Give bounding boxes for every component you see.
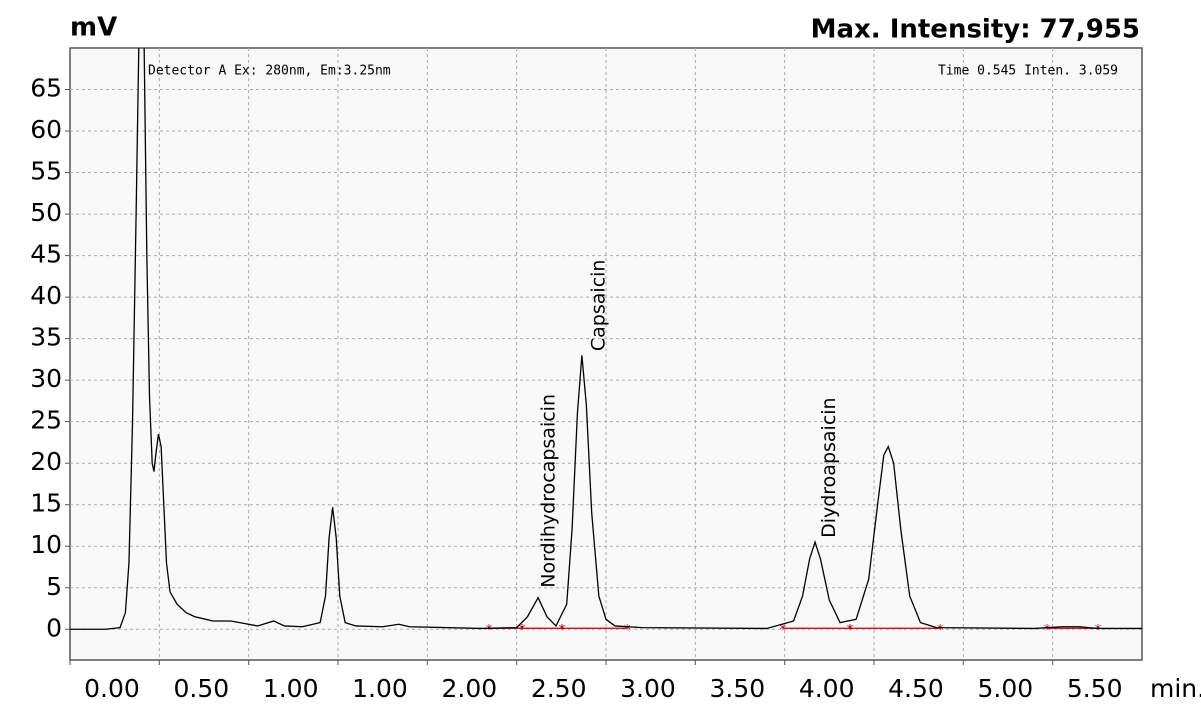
baseline-marker: * — [624, 623, 631, 638]
baseline-marker: * — [847, 623, 854, 638]
y-tick-label: 20 — [30, 447, 62, 476]
x-tick-label: 3.50 — [709, 674, 765, 703]
y-axis-label: mV — [70, 13, 117, 43]
x-tick-label: 0.50 — [173, 674, 229, 703]
baseline-marker: * — [486, 623, 493, 638]
baseline-marker: * — [519, 623, 526, 638]
baseline-marker: * — [780, 623, 787, 638]
y-tick-label: 65 — [30, 74, 62, 103]
chromatogram-line — [70, 48, 1142, 630]
y-tick-label: 5 — [46, 572, 62, 601]
y-tick-label: 55 — [30, 157, 62, 186]
peak-label: Capsaicin — [587, 260, 609, 352]
baseline-marker: * — [519, 623, 526, 638]
x-axis-label: min. — [1150, 674, 1201, 703]
x-tick-label: 3.00 — [620, 674, 676, 703]
x-tick-label: 4.50 — [888, 674, 944, 703]
x-tick-label: 2.50 — [531, 674, 587, 703]
y-tick-label: 15 — [30, 489, 62, 518]
x-tick-label: 5.50 — [1067, 674, 1123, 703]
y-tick-label: 45 — [30, 240, 62, 269]
y-tick-label: 35 — [30, 323, 62, 352]
baseline-marker: * — [937, 623, 944, 638]
y-tick-label: 50 — [30, 198, 62, 227]
grid — [70, 48, 1142, 660]
max-intensity: Max. Intensity: 77,955 — [811, 15, 1140, 45]
detector-label: Detector A Ex: 280nm, Em:3.25nm — [148, 64, 391, 79]
cursor-info: Time 0.545 Inten. 3.059 — [938, 64, 1118, 79]
x-tick-label: 1.00 — [352, 674, 408, 703]
x-tick-label: 4.00 — [799, 674, 855, 703]
baseline-marker: * — [559, 623, 566, 638]
baseline-marker: * — [559, 623, 566, 638]
y-tick-label: 40 — [30, 281, 62, 310]
x-tick-label: 0.00 — [84, 674, 140, 703]
y-tick-label: 10 — [30, 530, 62, 559]
baseline-marker: * — [847, 623, 854, 638]
y-tick-label: 60 — [30, 115, 62, 144]
y-tick-label: 30 — [30, 364, 62, 393]
baseline-marker: * — [1095, 623, 1102, 638]
x-tick-label: 5.00 — [977, 674, 1033, 703]
x-tick-label: 2.00 — [441, 674, 497, 703]
peak-label: Diydroapsaicin — [818, 397, 840, 538]
x-tick-label: 1.00 — [263, 674, 319, 703]
baseline-marker: * — [1044, 623, 1051, 638]
peak-label: Nordihydrocapsaicin — [537, 394, 559, 588]
y-tick-label: 0 — [46, 613, 62, 642]
y-tick-label: 25 — [30, 406, 62, 435]
